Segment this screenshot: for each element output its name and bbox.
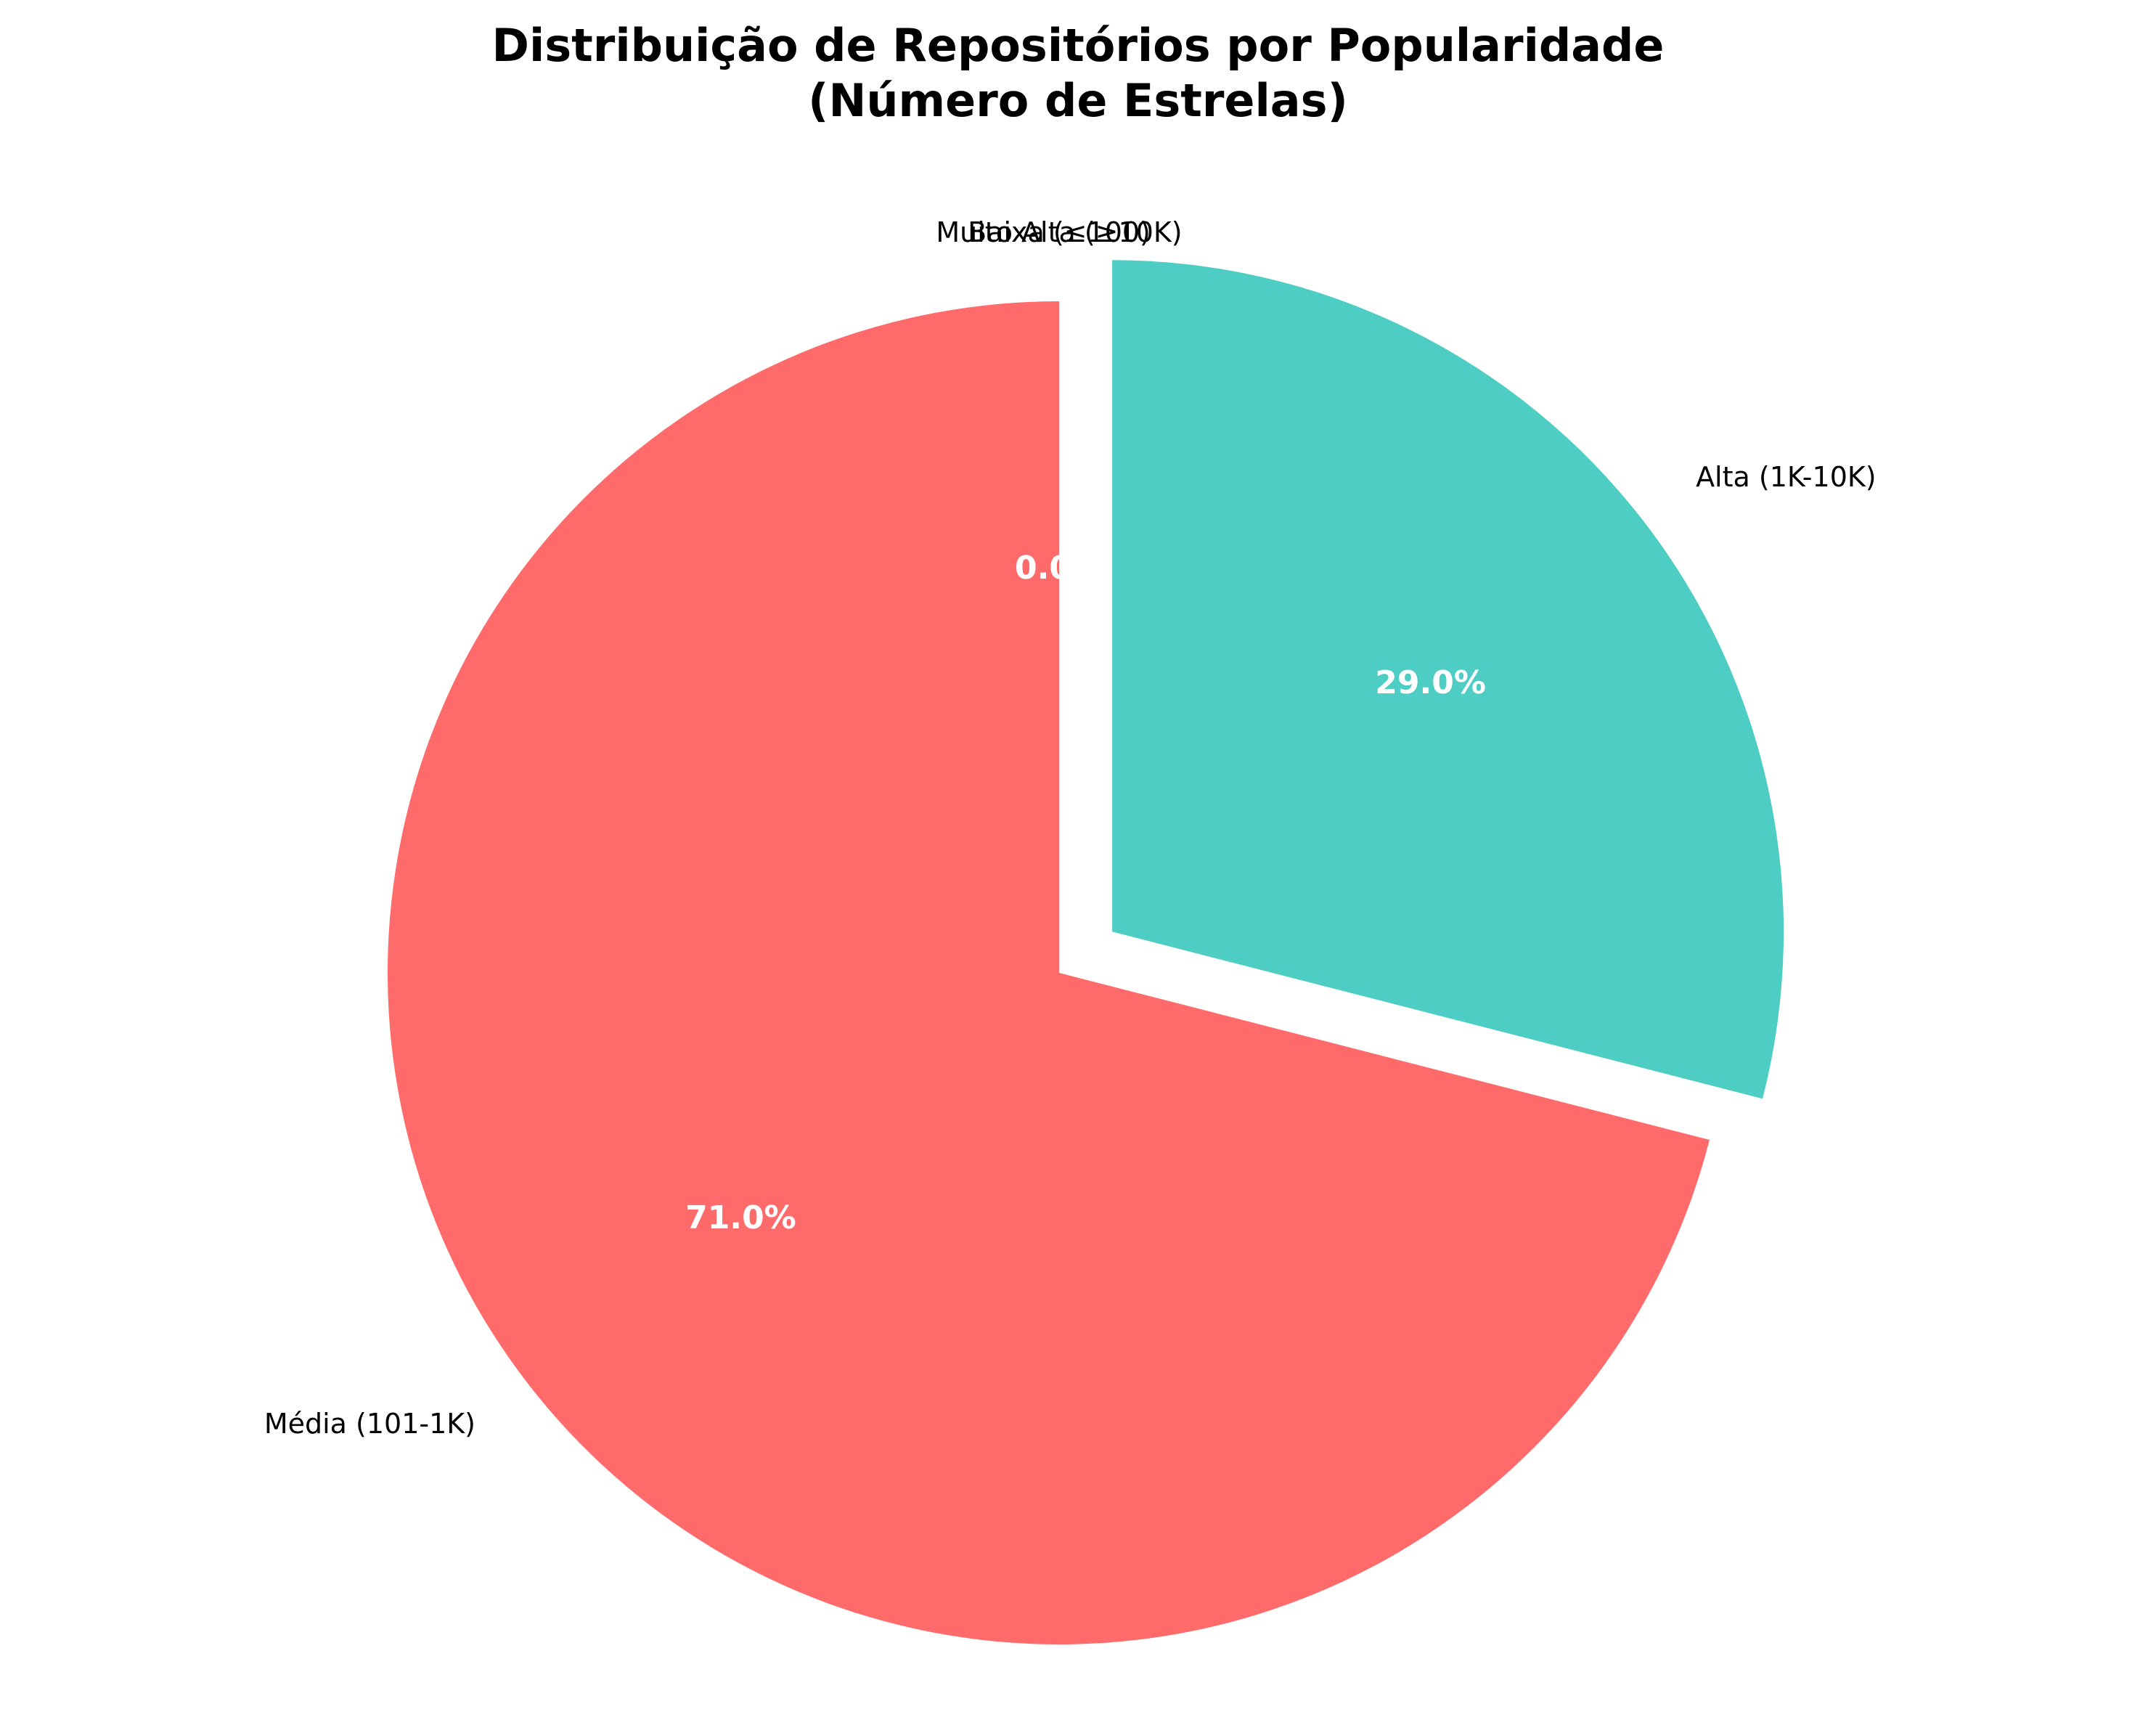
pie-slice-label: Muito Alta (≥10K) (936, 216, 1182, 248)
pie-slice (1112, 260, 1784, 1099)
chart-title-line-1: Distribuição de Repositórios por Popular… (492, 19, 1665, 72)
pie-slice-percent: 29.0% (1375, 664, 1486, 701)
pie-outer-labels: Baixa (≤100) Alta (1K-10K) Média (101-1K) M… (264, 216, 1877, 1440)
pie-slice-percent: 0.0% (1015, 550, 1103, 587)
pie-slice-percent: 0.0% (1015, 550, 1103, 587)
pie-percent-labels: 0.0%29.0%71.0%0.0% (685, 550, 1486, 1236)
pie-slice-label: Baixa (≤100) (968, 216, 1151, 248)
pie-slice-label: Média (101-1K) (264, 1408, 475, 1440)
pie-slice-percent: 71.0% (685, 1199, 796, 1236)
chart-title-line-2: (Número de Estrelas) (808, 74, 1348, 127)
pie-slices (388, 260, 1784, 1644)
pie-slice (388, 301, 1710, 1644)
pie-slice-label: Alta (1K-10K) (1696, 461, 1877, 493)
